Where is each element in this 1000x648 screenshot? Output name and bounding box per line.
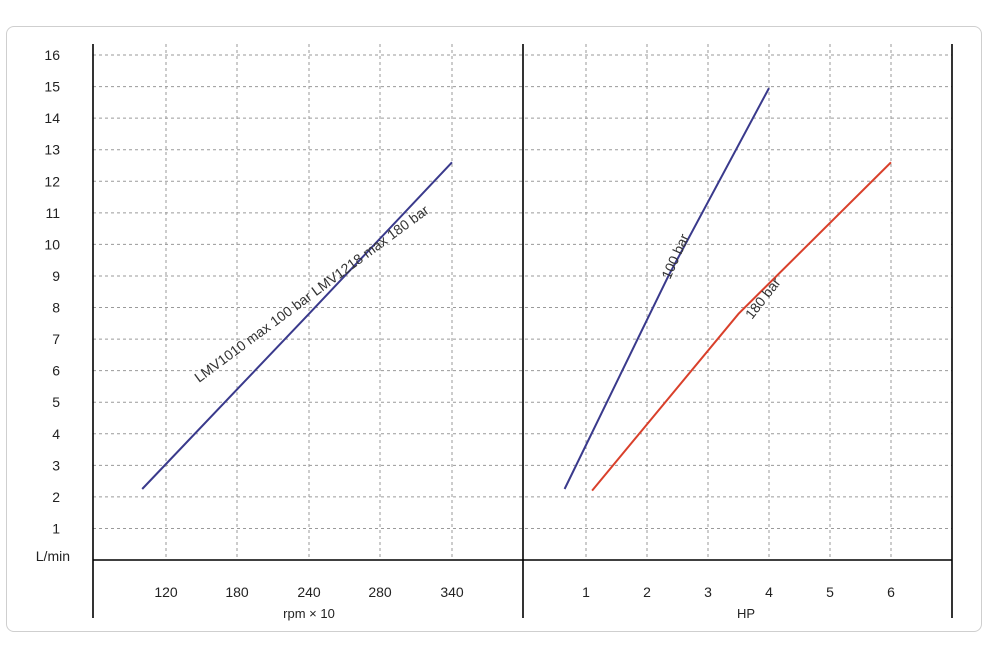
x-tick-label: 1 xyxy=(582,584,590,600)
y-tick-label: 16 xyxy=(44,47,60,63)
label-layer: L/min rpm × 10 HP LMV1010 max 100 bar LMV12… xyxy=(36,202,784,621)
y-axis-title: L/min xyxy=(36,548,70,564)
y-tick-label: 5 xyxy=(52,394,60,410)
grid-layer xyxy=(93,44,952,560)
frame-layer xyxy=(92,44,953,618)
series-line xyxy=(563,87,770,490)
x-tick-label: 180 xyxy=(225,584,249,600)
x-tick-label: 4 xyxy=(765,584,773,600)
x-tick-label: 240 xyxy=(297,584,321,600)
y-tick-label: 13 xyxy=(44,142,60,158)
x-tick-label: 120 xyxy=(154,584,178,600)
y-tick-label: 2 xyxy=(52,489,60,505)
x-tick-label: 2 xyxy=(643,584,651,600)
series-line xyxy=(591,161,892,492)
y-tick-label: 1 xyxy=(52,520,60,536)
y-tick-label: 15 xyxy=(44,79,60,95)
x-tick-label: 280 xyxy=(368,584,392,600)
series-line xyxy=(141,161,453,490)
y-tick-label: 12 xyxy=(44,173,60,189)
series-label-lmv: LMV1010 max 100 bar LMV1218 max 180 bar xyxy=(191,202,432,386)
series-layer xyxy=(141,87,892,492)
y-tick-label: 4 xyxy=(52,426,60,442)
y-tick-label: 3 xyxy=(52,457,60,473)
x-axis-title: rpm × 10 xyxy=(283,606,335,621)
y-tick-label: 11 xyxy=(45,205,60,221)
y-tick-label: 8 xyxy=(52,300,60,316)
series-label-180bar: 180 bar xyxy=(742,274,784,322)
y-tick-label: 10 xyxy=(44,236,60,252)
y-tick-label: 7 xyxy=(52,331,60,347)
y-tick-label: 14 xyxy=(44,110,60,126)
series-label-100bar: 100 bar xyxy=(658,231,692,281)
x-tick-label: 5 xyxy=(826,584,834,600)
x-tick-label: 6 xyxy=(887,584,895,600)
x-tick-label: 3 xyxy=(704,584,712,600)
y-tick-label: 6 xyxy=(52,363,60,379)
y-tick-label: 9 xyxy=(52,268,60,284)
x-tick-label: 340 xyxy=(440,584,464,600)
x-axis-title: HP xyxy=(737,606,755,621)
chart-card xyxy=(6,26,982,632)
